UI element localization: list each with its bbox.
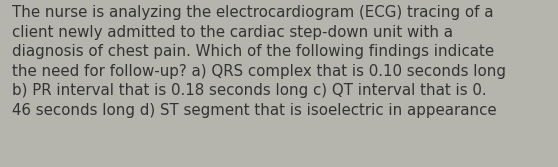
Text: The nurse is analyzing the electrocardiogram (ECG) tracing of a
client newly adm: The nurse is analyzing the electrocardio… — [12, 5, 506, 118]
